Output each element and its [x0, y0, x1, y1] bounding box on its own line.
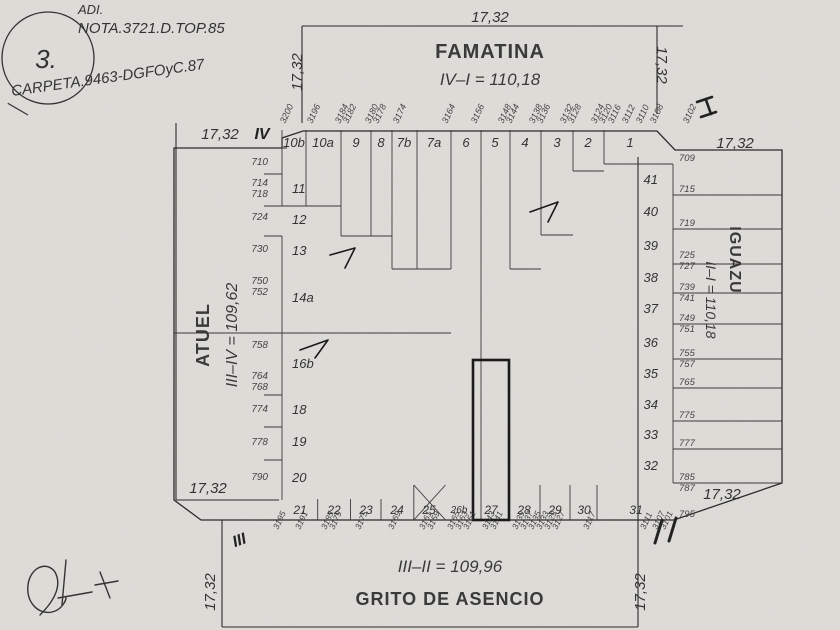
- svg-text:8: 8: [377, 135, 385, 150]
- svg-text:774: 774: [251, 404, 268, 415]
- svg-text:17,32: 17,32: [471, 9, 509, 26]
- svg-text:37: 37: [644, 301, 659, 316]
- svg-text:NOTA.3721.D.TOP.85: NOTA.3721.D.TOP.85: [78, 20, 225, 37]
- svg-text:II–I = 110,18: II–I = 110,18: [703, 261, 719, 338]
- svg-text:III–II = 109,96: III–II = 109,96: [398, 557, 503, 576]
- svg-text:718: 718: [251, 189, 268, 200]
- svg-text:724: 724: [251, 212, 268, 223]
- svg-text:17,32: 17,32: [653, 46, 670, 84]
- svg-text:40: 40: [644, 204, 659, 219]
- svg-text:1: 1: [626, 135, 633, 150]
- svg-text:4: 4: [521, 135, 528, 150]
- svg-text:739: 739: [679, 282, 696, 293]
- svg-text:714: 714: [251, 178, 268, 189]
- svg-text:14a: 14a: [292, 290, 314, 305]
- svg-text:36: 36: [644, 335, 659, 350]
- svg-text:755: 755: [679, 348, 696, 359]
- svg-text:10b: 10b: [283, 135, 305, 150]
- svg-text:719: 719: [679, 218, 696, 229]
- svg-text:749: 749: [679, 313, 696, 324]
- svg-text:787: 787: [679, 483, 696, 494]
- svg-text:FAMATINA: FAMATINA: [435, 41, 545, 63]
- svg-text:IGUAZU: IGUAZU: [726, 226, 743, 293]
- svg-text:41: 41: [644, 172, 658, 187]
- svg-text:35: 35: [644, 366, 659, 381]
- svg-text:752: 752: [251, 287, 268, 298]
- svg-text:741: 741: [679, 293, 695, 304]
- svg-text:17,32: 17,32: [716, 135, 754, 152]
- svg-text:3: 3: [553, 135, 561, 150]
- svg-text:725: 725: [679, 250, 696, 261]
- svg-text:715: 715: [679, 184, 696, 195]
- svg-text:38: 38: [644, 270, 659, 285]
- svg-text:12: 12: [292, 212, 307, 227]
- svg-text:795: 795: [679, 509, 696, 520]
- svg-text:17,32: 17,32: [189, 480, 227, 497]
- svg-text:2: 2: [583, 135, 592, 150]
- svg-text:17,32: 17,32: [703, 486, 741, 503]
- svg-text:765: 765: [679, 377, 696, 388]
- svg-text:6: 6: [462, 135, 470, 150]
- svg-text:18: 18: [292, 402, 307, 417]
- svg-text:7b: 7b: [397, 135, 411, 150]
- svg-text:16b: 16b: [292, 356, 314, 371]
- svg-text:778: 778: [251, 437, 268, 448]
- svg-text:17,32: 17,32: [201, 126, 239, 143]
- svg-text:777: 777: [679, 438, 696, 449]
- svg-text:751: 751: [679, 324, 695, 335]
- svg-text:757: 757: [679, 359, 696, 370]
- svg-text:IV: IV: [254, 126, 270, 143]
- svg-text:17,32: 17,32: [289, 53, 306, 91]
- svg-text:34: 34: [644, 397, 658, 412]
- svg-text:20: 20: [291, 470, 307, 485]
- svg-text:775: 775: [679, 410, 696, 421]
- svg-text:727: 727: [679, 261, 696, 272]
- svg-text:17,32: 17,32: [632, 573, 649, 611]
- svg-text:3.: 3.: [35, 44, 57, 74]
- svg-text:9: 9: [352, 135, 359, 150]
- svg-text:10a: 10a: [312, 135, 334, 150]
- svg-text:758: 758: [251, 340, 268, 351]
- svg-text:5: 5: [491, 135, 499, 150]
- svg-text:11: 11: [292, 181, 306, 196]
- svg-text:33: 33: [644, 427, 659, 442]
- svg-text:13: 13: [292, 243, 307, 258]
- svg-text:31: 31: [629, 503, 642, 517]
- svg-text:III–IV = 109,62: III–IV = 109,62: [224, 283, 241, 388]
- svg-text:ATUEL: ATUEL: [193, 303, 213, 367]
- svg-text:32: 32: [644, 458, 659, 473]
- svg-text:709: 709: [679, 153, 696, 164]
- svg-text:764: 764: [251, 371, 268, 382]
- svg-text:ADI.: ADI.: [77, 2, 103, 17]
- svg-text:710: 710: [251, 157, 268, 168]
- svg-text:17,32: 17,32: [202, 573, 219, 611]
- svg-text:GRITO DE ASENCIO: GRITO DE ASENCIO: [355, 589, 544, 609]
- svg-text:768: 768: [251, 382, 268, 393]
- svg-text:39: 39: [644, 238, 658, 253]
- svg-text:19: 19: [292, 434, 306, 449]
- svg-text:790: 790: [251, 472, 268, 483]
- svg-text:7a: 7a: [427, 135, 441, 150]
- svg-text:750: 750: [251, 276, 268, 287]
- svg-text:IV–I = 110,18: IV–I = 110,18: [440, 70, 541, 89]
- svg-text:785: 785: [679, 472, 696, 483]
- svg-text:730: 730: [251, 244, 268, 255]
